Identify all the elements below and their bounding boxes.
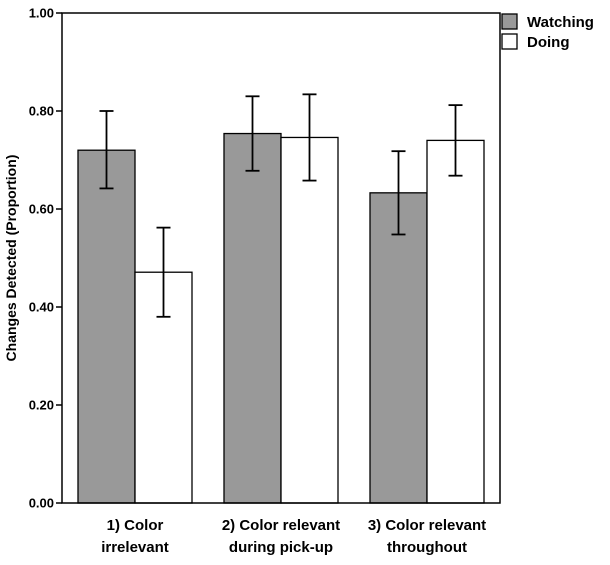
legend-swatch-doing bbox=[501, 33, 518, 50]
bar-doing-2 bbox=[280, 136, 339, 504]
x-category-label: 2) Color relevant bbox=[222, 517, 340, 534]
error-bar-watching-2 bbox=[245, 95, 260, 172]
error-bar-doing-2 bbox=[302, 93, 317, 182]
error-bar-watching-1 bbox=[99, 110, 114, 190]
error-bar-doing-1 bbox=[156, 226, 171, 318]
x-axis-labels: 1) Color irrelevant 2) Color relevant durin… bbox=[101, 517, 486, 556]
x-category-label: during pick-up bbox=[229, 539, 333, 556]
y-tick-label: 1.00 bbox=[29, 6, 54, 21]
y-axis-ticks: 0.00 0.20 0.40 0.60 0.80 1.00 bbox=[29, 6, 62, 511]
legend-swatch-watching bbox=[501, 13, 518, 30]
error-bars-group bbox=[99, 93, 463, 318]
bar-doing-3 bbox=[426, 139, 485, 504]
bar-watching-2 bbox=[223, 132, 282, 504]
y-tick-label: 0.40 bbox=[29, 300, 54, 315]
legend-label-doing: Doing bbox=[527, 34, 570, 51]
y-tick-label: 0.20 bbox=[29, 398, 54, 413]
x-category-label: 3) Color relevant bbox=[368, 517, 486, 534]
x-category-label: irrelevant bbox=[101, 539, 169, 556]
bar-watching-3 bbox=[369, 192, 428, 504]
x-category-label: throughout bbox=[387, 539, 467, 556]
legend-label-watching: Watching bbox=[527, 14, 594, 31]
bar-watching-1 bbox=[77, 149, 136, 504]
y-axis-title: Changes Detected (Proportion) bbox=[3, 155, 19, 362]
x-category-label: 1) Color bbox=[107, 517, 164, 534]
y-tick-label: 0.60 bbox=[29, 202, 54, 217]
y-tick-label: 0.80 bbox=[29, 104, 54, 119]
error-bar-watching-3 bbox=[391, 150, 406, 236]
error-bar-doing-3 bbox=[448, 104, 463, 177]
y-tick-label: 0.00 bbox=[29, 496, 54, 511]
legend: Watching Doing bbox=[501, 13, 594, 51]
bars-group bbox=[77, 132, 485, 504]
plot-area-frame bbox=[61, 12, 501, 504]
